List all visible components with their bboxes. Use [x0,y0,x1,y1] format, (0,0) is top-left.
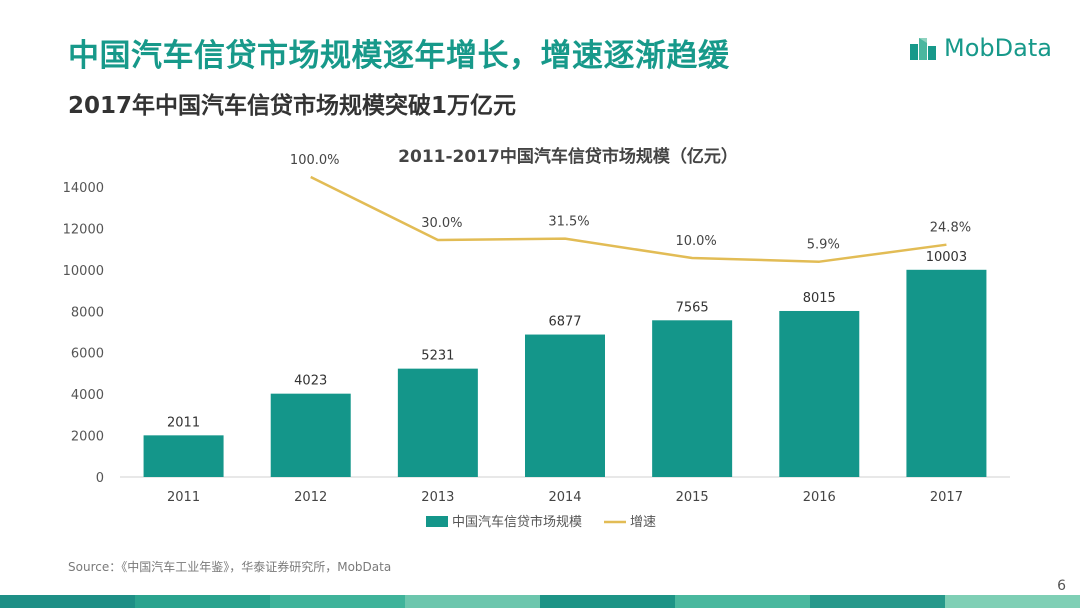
bar [397,368,478,477]
footer-stripe-segment [945,595,1080,608]
bar [906,269,987,477]
y-tick-label: 8000 [71,305,104,320]
bar-value-label: 4023 [294,374,327,389]
growth-value-label: 100.0% [290,153,340,168]
footer-stripe-segment [405,595,540,608]
bar [779,310,860,477]
growth-value-label: 10.0% [675,234,716,249]
footer-stripe-segment [270,595,405,608]
x-tick-label: 2011 [167,490,200,505]
growth-value-label: 31.5% [548,215,589,230]
chart: 2011-2017中国汽车信贷市场规模（亿元） 0 2000 4000 6000 8000… [63,146,1010,530]
y-tick-label: 10000 [63,264,104,279]
brand-logo: MobData [908,34,1052,62]
legend-bar-label: 中国汽车信贷市场规模 [452,514,582,530]
x-tick-label: 2013 [421,490,454,505]
footer-stripe-segment [810,595,945,608]
x-tick-label: 2015 [676,490,709,505]
x-tick-label: 2017 [930,490,963,505]
y-tick-label: 12000 [63,222,104,237]
footer-stripe-segment [675,595,810,608]
bar-value-label: 6877 [548,315,581,330]
mobdata-logo-icon [910,38,936,60]
bar [143,435,224,477]
x-tick-label: 2014 [548,490,581,505]
x-tick-label: 2016 [803,490,836,505]
bar [525,334,605,477]
page-title: 中国汽车信贷市场规模逐年增长，增速逐渐趋缓 [68,38,730,74]
y-tick-label: 6000 [71,347,104,362]
footer-stripe [0,595,1080,608]
page-subtitle: 2017年中国汽车信贷市场规模突破1万亿元 [68,93,517,119]
logo-text: MobData [944,34,1052,62]
legend-bar-swatch [426,516,448,527]
x-tick-label: 2012 [294,490,327,505]
footer-stripe-segment [135,595,270,608]
growth-value-label: 30.0% [421,216,462,231]
bar [270,393,351,477]
source-note: Source：《中国汽车工业年鉴》，华泰证券研究所，MobData [68,560,392,574]
y-tick-label: 2000 [71,430,104,445]
footer-stripe-segment [540,595,675,608]
footer-stripe-segment [0,595,135,608]
y-tick-label: 14000 [63,181,104,196]
legend-line-label: 增速 [630,515,656,530]
bar-value-label: 8015 [803,291,836,306]
chart-title: 2011-2017中国汽车信贷市场规模（亿元） [398,146,738,167]
page-number: 6 [1057,578,1066,594]
bar [652,320,733,477]
growth-line [310,175,947,263]
bar-value-label: 2011 [167,415,200,430]
growth-value-label: 24.8% [930,221,971,236]
y-tick-label: 0 [96,471,104,486]
bar-value-label: 5231 [421,349,454,364]
y-tick-label: 4000 [71,388,104,403]
bar-value-label: 10003 [926,250,967,265]
growth-value-label: 5.9% [807,238,840,253]
bar-value-label: 7565 [676,300,709,315]
